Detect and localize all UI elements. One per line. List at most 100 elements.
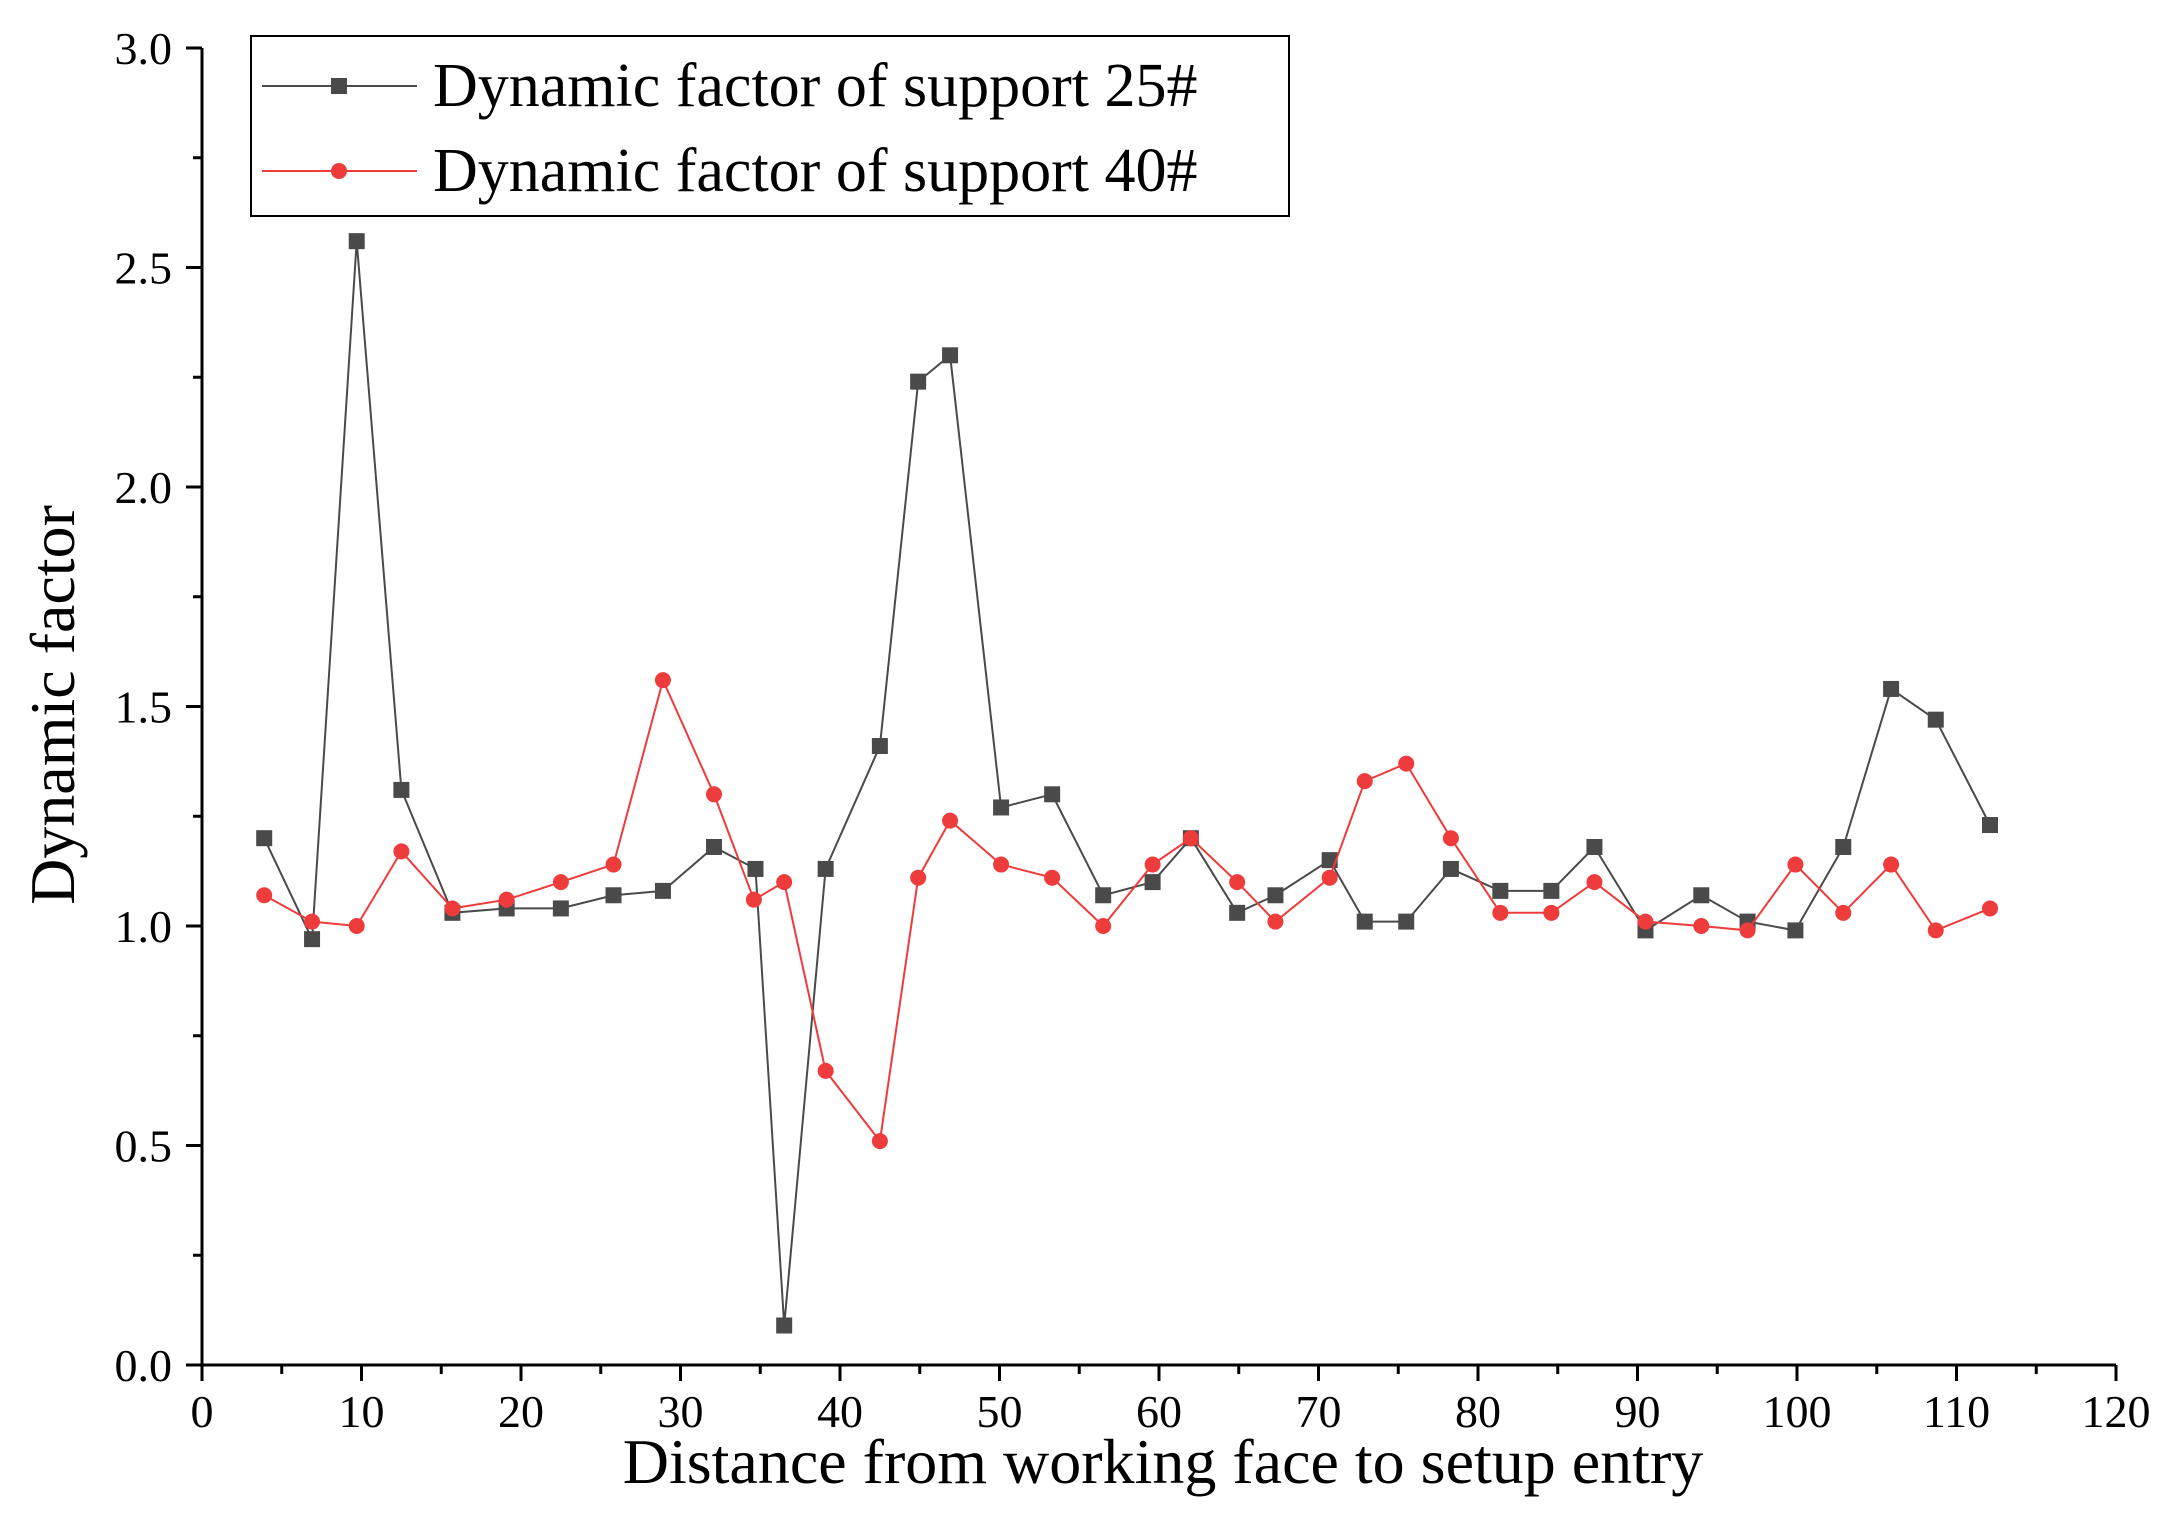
data-point [348, 918, 365, 934]
data-point [993, 799, 1010, 816]
x-tick-label: 110 [1923, 1386, 1990, 1437]
legend-marker-circle-icon [331, 163, 347, 179]
data-point [1981, 817, 1998, 834]
data-point [910, 373, 927, 390]
data-point [1398, 755, 1415, 772]
data-point [1144, 874, 1161, 891]
data-point [871, 1133, 888, 1150]
data-point [1442, 830, 1459, 847]
legend: Dynamic factor of support 25# Dynamic fac… [250, 35, 1290, 217]
data-point [776, 1317, 793, 1334]
data-point [747, 860, 764, 877]
data-point [1693, 887, 1710, 904]
data-point [1321, 869, 1338, 886]
x-tick-label: 80 [1455, 1386, 1501, 1437]
data-point [1586, 874, 1603, 891]
data-point [393, 781, 410, 798]
x-tick-label: 70 [1296, 1386, 1342, 1437]
data-point [552, 900, 569, 917]
data-point [605, 856, 622, 873]
x-tick-label: 100 [1763, 1386, 1832, 1437]
data-point [1693, 918, 1710, 934]
y-tick-label: 1.0 [115, 901, 173, 952]
y-tick-label: 1.5 [115, 682, 173, 733]
data-point [1267, 913, 1284, 930]
data-point [1356, 913, 1373, 930]
data-point [705, 838, 722, 855]
x-tick-label: 60 [1136, 1386, 1182, 1437]
data-point [1543, 882, 1560, 899]
data-point [1739, 922, 1756, 939]
data-point [304, 931, 321, 948]
data-point [444, 900, 461, 917]
data-point [1442, 860, 1459, 877]
y-tick-label: 0.5 [115, 1121, 173, 1172]
data-point [654, 672, 671, 689]
data-point [1182, 830, 1199, 847]
legend-label: Dynamic factor of support 25# [433, 52, 1197, 120]
data-point [776, 874, 793, 891]
data-point [1044, 869, 1061, 886]
data-point [1229, 874, 1246, 891]
series-line [263, 241, 1991, 1326]
series-1 [256, 233, 1998, 1334]
data-point [304, 913, 321, 930]
data-point [1981, 900, 1998, 917]
series-2 [256, 672, 1998, 1150]
x-tick-label: 20 [498, 1386, 544, 1437]
data-point [1144, 856, 1161, 873]
data-point [910, 869, 927, 886]
data-point [1229, 904, 1246, 921]
axes: 0 10 20 30 40 50 60 70 80 90 100 110 120 0.0 0.5 1.0 1.5… [115, 23, 2151, 1437]
data-point [817, 1062, 834, 1079]
x-tick-label: 50 [977, 1386, 1023, 1437]
data-point [871, 738, 888, 755]
data-point [1586, 838, 1603, 855]
data-point [1492, 882, 1509, 899]
data-point [1398, 913, 1415, 930]
y-tick-label: 2.5 [115, 243, 173, 294]
data-point [393, 843, 410, 860]
data-point [1927, 711, 1944, 728]
data-point [654, 882, 671, 899]
data-point [605, 887, 622, 904]
data-point [256, 887, 273, 904]
data-point [1835, 838, 1852, 855]
x-tick-label: 10 [339, 1386, 385, 1437]
data-point [552, 874, 569, 891]
data-point [1927, 922, 1944, 939]
y-tick-label: 3.0 [115, 23, 173, 74]
series-line [263, 677, 1991, 1144]
data-point [1267, 887, 1284, 904]
data-point [942, 812, 959, 829]
data-point [1492, 904, 1509, 921]
legend-label: Dynamic factor of support 40# [433, 137, 1197, 205]
data-point [745, 891, 762, 908]
legend-marker-square-icon [331, 78, 347, 94]
data-point [1543, 904, 1560, 921]
x-tick-label: 0 [191, 1386, 214, 1437]
data-point [498, 891, 515, 908]
data-point [1356, 773, 1373, 790]
data-point [1787, 856, 1804, 873]
data-point [705, 786, 722, 803]
data-point [1095, 887, 1112, 904]
x-tick-label: 40 [817, 1386, 863, 1437]
data-point [1637, 913, 1654, 930]
data-point [1883, 856, 1900, 873]
y-tick-label: 2.0 [115, 462, 173, 513]
data-point [1095, 918, 1112, 934]
y-axis-title: Dynamic factor [17, 505, 88, 905]
data-point [1044, 786, 1061, 803]
x-tick-label: 120 [2082, 1386, 2151, 1437]
data-point [942, 347, 959, 364]
data-point [256, 830, 273, 847]
y-tick-label: 0.0 [115, 1340, 173, 1391]
x-axis-title: Distance from working face to setup entr… [623, 1426, 1704, 1497]
data-point [817, 860, 834, 877]
legend-box [250, 35, 1290, 217]
data-point [1835, 904, 1852, 921]
data-point [348, 233, 365, 250]
data-point [993, 856, 1010, 873]
